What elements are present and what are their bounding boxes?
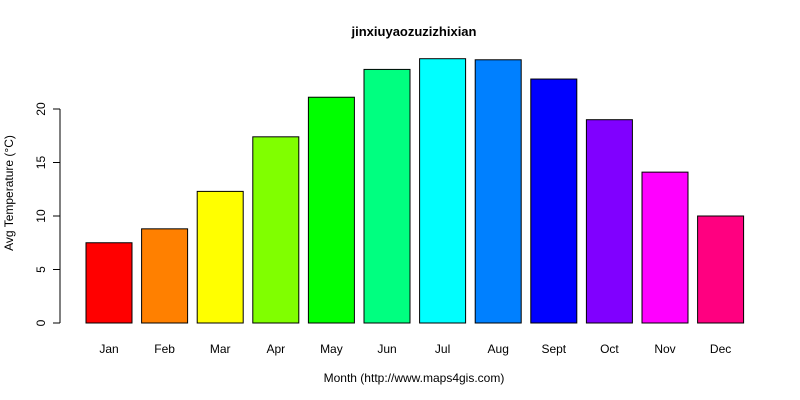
x-tick-label: Mar (210, 342, 231, 356)
bar-aug (474, 59, 522, 324)
y-tick-label: 5 (34, 266, 48, 273)
x-tick-label: May (320, 342, 343, 356)
bar-feb (141, 228, 189, 324)
y-axis: 0 5 10 15 20 (34, 102, 61, 326)
y-tick-label: 15 (34, 156, 48, 170)
chart-title: jinxiuyaozuzizhixian (351, 24, 477, 39)
bar-dec (697, 215, 745, 324)
bar-apr (252, 136, 300, 324)
x-tick-label: Sept (541, 342, 566, 356)
y-axis-label: Avg Temperature (°C) (2, 135, 16, 251)
y-tick-label: 10 (34, 209, 48, 223)
x-tick-label: Apr (266, 342, 285, 356)
x-tick-label: Oct (600, 342, 619, 356)
bar-sept (530, 78, 578, 324)
x-tick-label: Aug (488, 342, 509, 356)
bar-jan (85, 242, 133, 324)
x-tick-label: Jul (435, 342, 450, 356)
x-tick-label: Dec (710, 342, 731, 356)
x-tick-label: Nov (654, 342, 675, 356)
bar-may (307, 96, 355, 324)
bar-mar (196, 190, 244, 324)
bar-jun (363, 68, 411, 324)
bar-jul (419, 58, 467, 324)
x-tick-label: Feb (154, 342, 175, 356)
x-tick-label: Jan (99, 342, 118, 356)
bars (85, 58, 745, 324)
bar-oct (585, 119, 633, 324)
bar-nov (641, 171, 689, 324)
y-tick-label: 20 (34, 102, 48, 116)
y-tick-label: 0 (34, 319, 48, 326)
x-tick-labels: Jan Feb Mar Apr May Jun Jul Aug Sept Oct Nov Dec (99, 342, 731, 356)
x-tick-label: Jun (377, 342, 396, 356)
x-axis-label: Month (http://www.maps4gis.com) (324, 371, 505, 385)
